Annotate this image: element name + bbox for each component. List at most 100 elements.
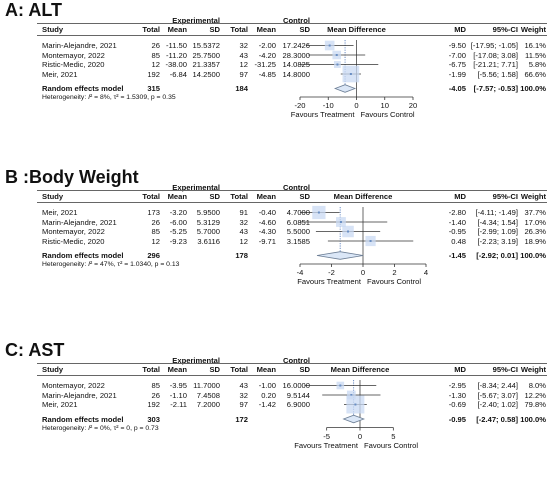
study-point-estimate (349, 73, 352, 75)
x-tick-label: 2 (392, 268, 397, 277)
group-header-control: Control (283, 356, 310, 365)
exp-sd: 7.2000 (196, 400, 220, 409)
col-header-ctl-mean: Mean (256, 192, 276, 201)
ctl-sd: 17.2426 (282, 41, 310, 50)
md-value: -1.30 (448, 390, 466, 400)
exp-total: 12 (151, 60, 160, 69)
exp-mean: -38.00 (165, 60, 187, 69)
exp-mean: -6.00 (169, 217, 187, 227)
col-header-ci: 95%-CI (492, 365, 518, 374)
ctl-sd: 4.7000 (286, 208, 310, 217)
col-header-md: MD (454, 25, 466, 34)
pooled-ctl-total: 184 (235, 84, 248, 93)
x-tick-label: 10 (380, 101, 389, 110)
exp-total: 26 (151, 217, 160, 227)
column-header-rule (37, 202, 547, 203)
exp-total: 26 (151, 41, 160, 50)
header-rule (37, 23, 547, 24)
forest-plot-area (304, 380, 394, 431)
weight-value: 16.1% (524, 41, 546, 50)
ctl-total: 91 (239, 208, 248, 217)
col-header-ctl-total: Total (230, 192, 248, 201)
study-point-estimate (347, 230, 350, 233)
study-point-estimate (336, 63, 339, 66)
ctl-sd: 9.5144 (286, 390, 310, 400)
exp-sd: 14.2500 (192, 69, 220, 79)
x-tick-label: 0 (354, 101, 359, 110)
pooled-exp-total: 303 (147, 414, 160, 424)
col-header-study: Study (42, 365, 64, 374)
ctl-mean: -1.00 (258, 381, 276, 390)
study-name: Ristic-Medic, 2020 (42, 60, 105, 69)
exp-sd: 25.7500 (192, 50, 220, 60)
study-name: Marin-Alejandre, 2021 (42, 41, 117, 50)
header-rule (37, 363, 547, 364)
group-header-experimental: Experimental (172, 356, 220, 365)
ctl-mean: -4.60 (258, 217, 276, 227)
ctl-mean: 0.20 (261, 390, 276, 400)
weight-value: 18.9% (524, 236, 546, 246)
col-header-ctl-total: Total (230, 25, 248, 34)
pooled-md: -0.95 (448, 414, 466, 424)
col-header-study: Study (42, 192, 64, 201)
x-tick-label: 4 (423, 268, 429, 277)
ci-value: [-8.34; 2.44] (477, 381, 518, 390)
ctl-total: 32 (239, 217, 248, 227)
exp-sd: 21.3357 (192, 60, 220, 69)
md-value: -0.95 (448, 227, 466, 236)
pooled-diamond (333, 84, 357, 93)
ctl-mean: -4.85 (258, 69, 276, 79)
study-name: Meir, 2021 (42, 208, 78, 217)
col-header-mean-difference: Mean Difference (333, 192, 393, 201)
exp-mean: -1.10 (169, 390, 187, 400)
study-name: Ristic-Medic, 2020 (42, 236, 105, 246)
pooled-ci: [-2.47; 0.58] (476, 414, 518, 424)
ctl-sd: 6.0851 (286, 217, 310, 227)
heterogeneity-stats: ² = 8%, τ² = 1.5309, p = 0.35 (90, 94, 176, 101)
forest-plot-area (299, 40, 414, 100)
ctl-mean: -0.40 (258, 208, 276, 217)
x-tick-label: -10 (322, 101, 334, 110)
pooled-ctl-total: 172 (235, 414, 248, 424)
ctl-total: 43 (239, 381, 248, 390)
group-header-experimental: Experimental (172, 183, 220, 192)
exp-mean: -11.20 (166, 50, 187, 60)
col-header-ctl-sd: SD (299, 192, 310, 201)
col-header-mean-difference: Mean Difference (327, 25, 386, 34)
md-value: -1.99 (448, 69, 466, 79)
forest-panel-alt: A: ALT Experimental Control Study Total Mean S… (0, 0, 550, 140)
x-tick-label: -2 (328, 268, 335, 277)
weight-value: 12.2% (524, 390, 546, 400)
favours-control-label: Favours Control (360, 110, 415, 119)
col-header-exp-mean: Mean (167, 25, 187, 34)
col-header-exp-total: Total (142, 25, 160, 34)
weight-value: 8.0% (528, 381, 546, 390)
favours-treatment-label: Favours Treatment (294, 440, 358, 450)
col-header-ctl-mean: Mean (256, 25, 276, 34)
ctl-sd: 14.0825 (282, 60, 310, 69)
exp-total: 85 (151, 227, 160, 236)
exp-mean: -5.25 (169, 227, 187, 236)
forest-plot-area (299, 205, 427, 267)
forest-panel-ast: C: AST Experimental Control Study Total Mean S… (0, 340, 550, 480)
ci-value: [-2.23; 3.19] (477, 236, 518, 246)
ci-value: [-21.21; 7.71] (473, 60, 518, 69)
study-point-estimate (317, 211, 320, 214)
md-value: -1.40 (448, 217, 466, 227)
pooled-diamond (342, 414, 366, 424)
x-tick-label: -4 (296, 268, 304, 277)
ctl-total: 97 (239, 400, 248, 409)
forest-panel-body-weight: B :Body Weight Experimental Control Study To… (0, 167, 550, 307)
panel-title: A: ALT (5, 0, 62, 20)
exp-sd: 3.6116 (197, 236, 220, 246)
header-rule (37, 190, 547, 191)
study-name: Montemayor, 2022 (42, 381, 105, 390)
ci-value: [-17.08; 3.08] (473, 50, 518, 60)
col-header-exp-total: Total (142, 365, 160, 374)
weight-value: 26.3% (524, 227, 546, 236)
col-header-exp-mean: Mean (167, 365, 187, 374)
ctl-mean: -2.00 (258, 41, 276, 50)
ci-value: [-5.56; 1.58] (477, 69, 518, 79)
exp-total: 85 (151, 50, 160, 60)
col-header-weight: Weight (520, 365, 546, 374)
